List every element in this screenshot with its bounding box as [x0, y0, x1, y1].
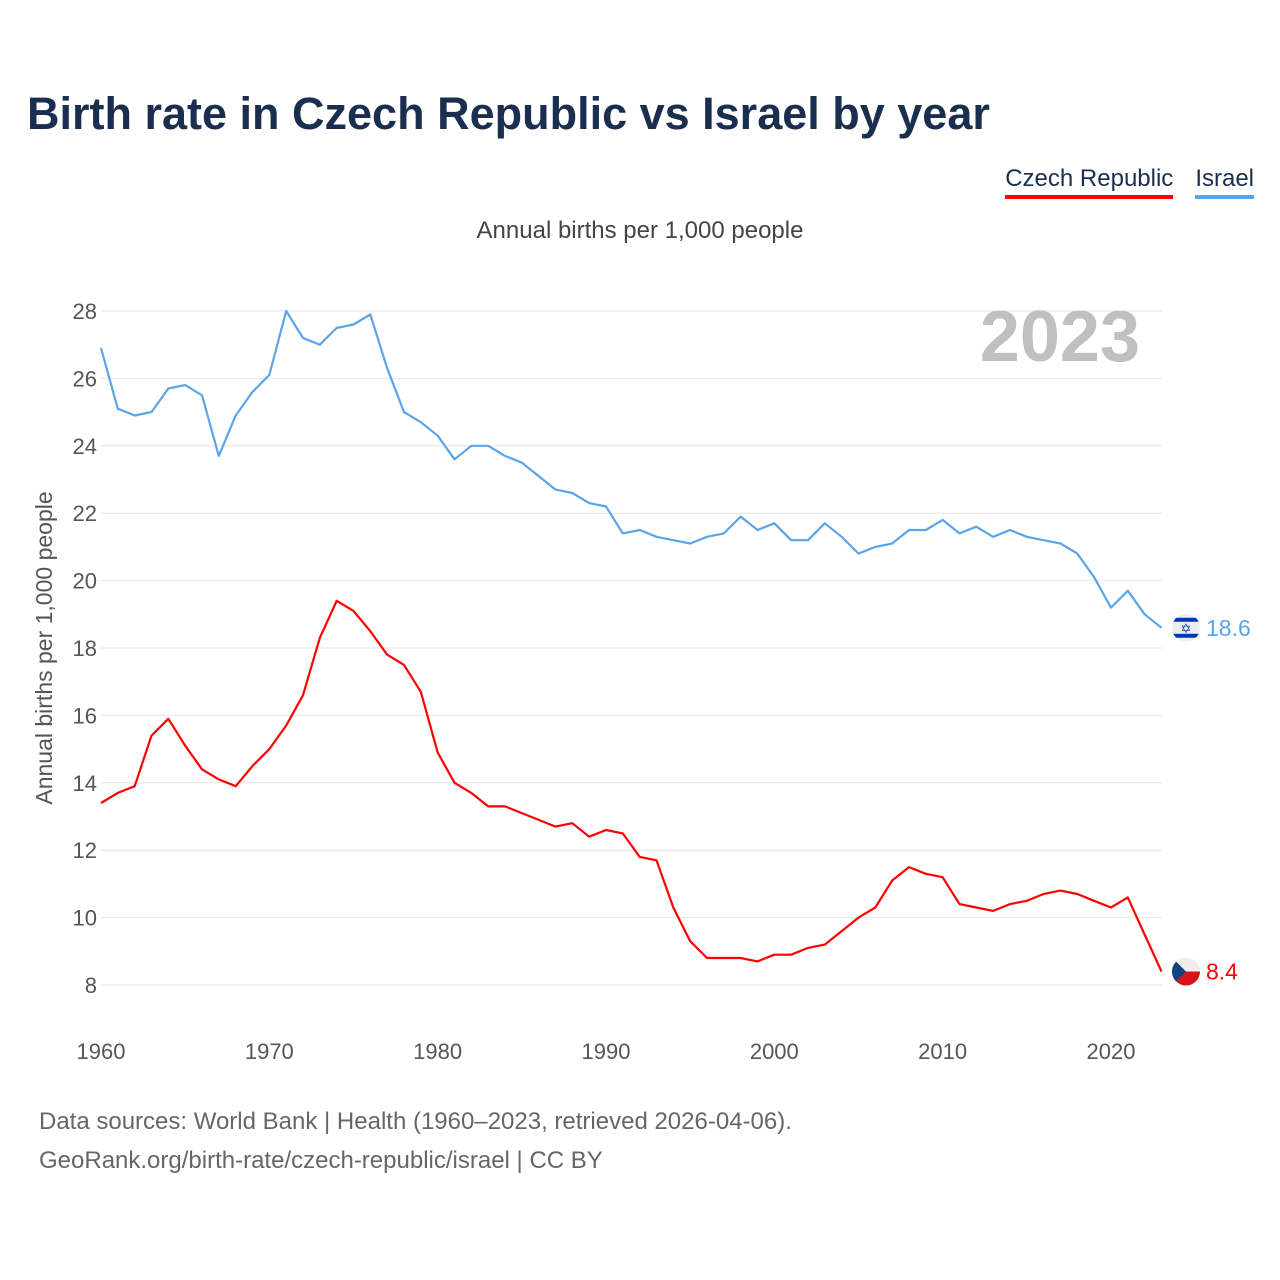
- chart-subtitle: Annual births per 1,000 people: [476, 217, 804, 244]
- flag-stripe: [1172, 633, 1200, 638]
- legend-israel[interactable]: Israel: [1195, 165, 1254, 199]
- end-value-label: 18.6: [1206, 615, 1251, 641]
- y-tick-label: 20: [73, 569, 97, 594]
- end-value-label: 8.4: [1206, 959, 1238, 985]
- x-tick-label: 1990: [582, 1039, 631, 1064]
- y-tick-label: 14: [73, 771, 97, 796]
- source-line-2[interactable]: GeoRank.org/birth-rate/czech-republic/is…: [39, 1147, 603, 1174]
- y-tick-label: 26: [73, 366, 97, 391]
- year-label: 2023: [980, 297, 1140, 377]
- legend-czech-republic[interactable]: Czech Republic: [1005, 165, 1174, 199]
- chart-title: Birth rate in Czech Republic vs Israel b…: [27, 88, 990, 139]
- x-tick-label: 2020: [1087, 1039, 1136, 1064]
- x-tick-label: 2010: [918, 1039, 967, 1064]
- y-tick-label: 8: [85, 973, 97, 998]
- israel-flag-icon: ✡: [1172, 613, 1200, 642]
- x-tick-label: 1970: [245, 1039, 294, 1064]
- czech-flag-icon: [1172, 957, 1200, 986]
- flag-blue: [1172, 957, 1186, 986]
- y-tick-label: 16: [73, 703, 97, 728]
- y-tick-label: 10: [73, 906, 97, 931]
- flag-stripe: [1172, 617, 1200, 622]
- series-line-israel: [99, 309, 1163, 629]
- x-tick-label: 2000: [750, 1039, 799, 1064]
- y-tick-label: 18: [73, 636, 97, 661]
- series-line-czech-republic: [100, 599, 1163, 972]
- y-tick-label: 24: [73, 434, 97, 459]
- star-of-david: ✡: [1181, 621, 1192, 636]
- x-tick-label: 1960: [77, 1039, 126, 1064]
- y-tick-label: 12: [73, 838, 97, 863]
- x-tick-label: 1980: [413, 1039, 462, 1064]
- legend: Czech Republic Israel: [1005, 165, 1254, 199]
- y-tick-label: 28: [73, 299, 97, 324]
- y-axis-label: Annual births per 1,000 people: [31, 491, 57, 804]
- y-tick-label: 22: [73, 501, 97, 526]
- source-line-1: Data sources: World Bank | Health (1960–…: [39, 1108, 792, 1135]
